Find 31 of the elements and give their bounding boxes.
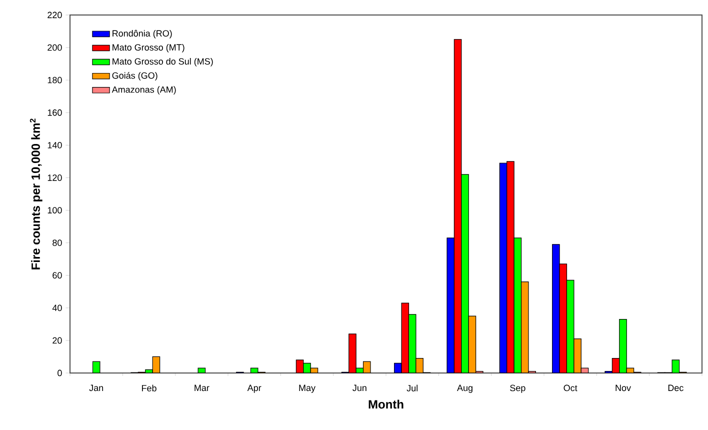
legend-label: Rondônia (RO) [112, 30, 172, 38]
x-tick-label: Jan [89, 384, 104, 392]
x-tick-label: Dec [668, 384, 684, 392]
legend-label: Amazonas (AM) [112, 86, 176, 95]
x-axis-title: Month [368, 400, 404, 409]
y-tick-label: 140 [48, 142, 62, 148]
x-tick-label: May [299, 384, 316, 393]
x-tick-label: Jul [406, 384, 418, 392]
y-tick-label: 160 [48, 109, 62, 116]
y-tick-label: 40 [52, 304, 62, 312]
legend-label: Goiás (GO) [112, 72, 158, 81]
y-axis-title: Fire counts per 10,000 km$^{2}$ [30, 118, 42, 270]
x-tick-label: Feb [142, 384, 156, 392]
y-tick-label: 200 [48, 44, 62, 51]
x-tick-label: Apr [247, 384, 262, 393]
y-tick-label: 20 [52, 337, 62, 344]
y-tick-label: 0 [58, 370, 62, 376]
y-tick-label: 60 [52, 272, 62, 279]
x-tick-label: Aug [457, 384, 472, 393]
y-tick-label: 80 [52, 240, 62, 246]
legend-label: Mato Grosso (MT) [112, 44, 184, 52]
x-tick-label: Mar [194, 384, 210, 392]
x-tick-label: Sep [510, 384, 526, 393]
y-tick-label: 100 [48, 207, 62, 214]
x-tick-label: Oct [564, 384, 578, 392]
y-tick-label: 220 [48, 12, 62, 18]
y-tick-label: 120 [48, 174, 62, 181]
x-tick-label: Jun [352, 384, 366, 392]
x-tick-label: Nov [616, 384, 631, 392]
legend-label: Mato Grosso do Sul (MS) [112, 58, 213, 66]
y-tick-label: 180 [48, 76, 62, 84]
